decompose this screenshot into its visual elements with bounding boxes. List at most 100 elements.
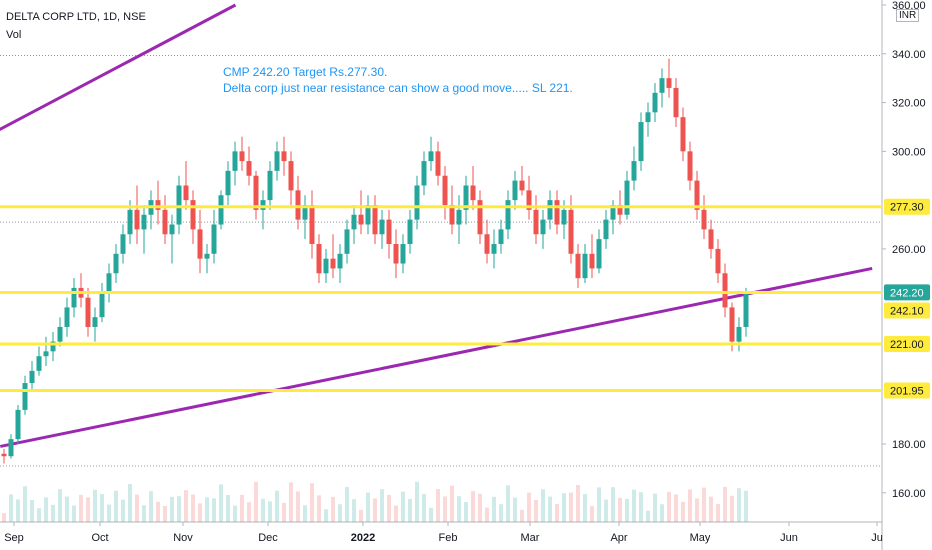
volume-bar: [702, 487, 706, 522]
volume-bar: [723, 486, 727, 522]
candle-body: [218, 195, 224, 225]
volume-bar: [37, 508, 41, 522]
y-tick-label: 160.00: [892, 488, 926, 500]
volume-bar: [436, 489, 440, 522]
volume-bar: [58, 489, 62, 522]
candle-body: [568, 209, 574, 254]
volume-bar: [387, 495, 391, 522]
x-tick-label: Sep: [4, 532, 24, 544]
candle-body: [197, 229, 203, 259]
volume-bar: [9, 494, 13, 522]
volume-bar: [16, 499, 20, 522]
candle-body: [85, 297, 91, 327]
candle-body: [372, 205, 378, 235]
candle-body: [204, 253, 210, 259]
volume-bar: [744, 490, 748, 522]
volume-bar: [471, 491, 475, 522]
volume-bar: [555, 504, 559, 522]
volume-bar: [485, 507, 489, 522]
candle-body: [141, 214, 147, 230]
x-tick-label: Nov: [173, 532, 193, 544]
candle-body: [260, 200, 266, 210]
annotation-line-1: CMP 242.20 Target Rs.277.30.: [223, 65, 388, 79]
volume-bar: [156, 501, 160, 522]
volume-bar: [142, 505, 146, 522]
x-tick-label: Jun: [780, 532, 798, 544]
candle-body: [127, 209, 133, 235]
volume-bar: [240, 494, 244, 522]
volume-bar: [149, 491, 153, 522]
volume-bar: [499, 504, 503, 522]
x-tick-label: Feb: [439, 532, 458, 544]
price-badge-221-00: [884, 336, 930, 353]
candle-body: [561, 209, 567, 225]
currency-badge[interactable]: INR: [896, 9, 920, 22]
volume-bar: [737, 488, 741, 522]
candle-body: [169, 224, 175, 235]
candle-body: [729, 307, 735, 342]
candle-body: [302, 205, 308, 220]
volume-bar: [597, 487, 601, 522]
candle-body: [57, 326, 63, 342]
volume-bar: [338, 504, 342, 522]
volume-bar: [583, 494, 587, 522]
volume-bar: [667, 491, 671, 522]
candle-body: [519, 180, 525, 191]
candle-body: [701, 209, 707, 230]
volume-bar: [2, 513, 6, 522]
volume-bar: [93, 489, 97, 522]
volume-bar: [576, 485, 580, 522]
candle-body: [617, 205, 623, 215]
chart-annotation: CMP 242.20 Target Rs.277.30. Delta corp …: [223, 64, 573, 96]
candle-body: [92, 317, 98, 327]
candle-body: [596, 239, 602, 269]
volume-bar: [226, 495, 230, 522]
volume-bar: [135, 494, 139, 522]
candle-body: [309, 205, 315, 245]
price-badge-label: 201.95: [890, 385, 924, 397]
volume-bar: [44, 497, 48, 522]
candle-body: [505, 200, 511, 230]
candle-body: [330, 258, 336, 269]
volume-bar: [429, 507, 433, 522]
volume-bar: [184, 490, 188, 522]
candle-body: [29, 370, 35, 384]
candle-body: [253, 175, 259, 210]
volume-bar: [415, 481, 419, 522]
volume-bar: [506, 485, 510, 522]
candle-body: [512, 180, 518, 201]
volume-bar: [128, 484, 132, 522]
candle-body: [393, 244, 399, 264]
candle-body: [610, 205, 616, 220]
x-tick-label: 2022: [351, 532, 375, 544]
candle-body: [526, 190, 532, 210]
candle-body: [743, 292, 749, 327]
candle-body: [190, 200, 196, 230]
candle-body: [246, 161, 252, 176]
volume-bar: [716, 504, 720, 522]
price-badge-label: 242.10: [890, 306, 924, 318]
candle-body: [64, 307, 70, 327]
volume-bar: [212, 498, 216, 522]
volume-bar: [590, 506, 594, 522]
candle-body: [687, 151, 693, 181]
volume-bar: [100, 494, 104, 522]
volume-bar: [282, 502, 286, 522]
volume-bar: [296, 491, 300, 522]
candle-body: [400, 244, 406, 264]
volume-bar: [534, 500, 538, 522]
x-tick-label: May: [690, 532, 711, 544]
candle-body: [358, 214, 364, 225]
volume-bar: [660, 504, 664, 522]
candle-body: [365, 205, 371, 225]
volume-bar: [191, 494, 195, 522]
volume-bar: [688, 489, 692, 522]
volume-bar: [632, 489, 636, 522]
volume-bar: [730, 495, 734, 522]
volume-bar: [86, 497, 90, 522]
candle-body: [470, 185, 476, 201]
volume-bar: [527, 492, 531, 522]
candle-body: [477, 200, 483, 235]
candle-body: [106, 273, 112, 293]
